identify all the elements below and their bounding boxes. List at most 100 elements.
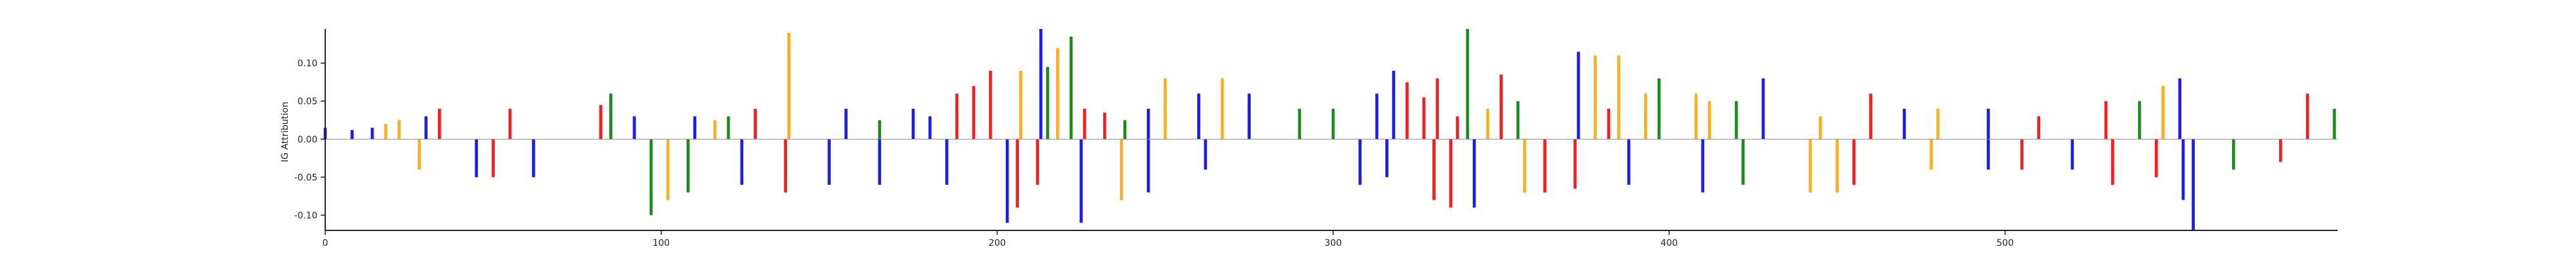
attribution-mark-A: [878, 120, 882, 140]
attribution-mark-C: [945, 139, 949, 185]
attribution-mark-A: [726, 116, 730, 140]
attribution-mark-T: [1432, 139, 1435, 200]
attribution-mark-G: [1617, 55, 1620, 140]
attribution-mark-T: [1852, 139, 1856, 185]
attribution-mark-C: [1627, 139, 1631, 185]
attribution-mark-T: [2037, 116, 2041, 140]
attribution-mark-G: [1120, 139, 1123, 200]
attribution-mark-C: [828, 139, 831, 185]
attribution-mark-G: [1694, 93, 1698, 140]
attribution-mark-T: [1455, 116, 1459, 140]
attribution-mark-G: [1593, 55, 1597, 140]
x-tick-label: 100: [652, 238, 670, 248]
attribution-mark-T: [2154, 139, 2158, 178]
attribution-mark-T: [753, 109, 757, 140]
attribution-mark-A: [1123, 120, 1127, 140]
attribution-mark-C: [2178, 78, 2182, 140]
attribution-mark-T: [784, 139, 788, 192]
attribution-mark-T: [989, 70, 992, 140]
attribution-mark-C: [1761, 78, 1765, 140]
attribution-mark-C: [1392, 70, 1396, 140]
attribution-mark-A: [1657, 78, 1661, 140]
attribution-mark-G: [1808, 139, 1812, 192]
attribution-mark-T: [1036, 139, 1039, 185]
x-tick-label: 400: [1660, 238, 1678, 248]
attribution-mark-C: [1005, 139, 1009, 223]
x-tick-label: 300: [1325, 238, 1342, 248]
x-axis-ticks: 0 100 200 300 400 500: [323, 230, 2014, 248]
attribution-mark-T: [1083, 109, 1086, 140]
y-axis-ticks: -0.10 -0.05 0.00 0.05 0.10: [294, 59, 325, 221]
attribution-mark-C: [2192, 139, 2195, 230]
attribution-mark-G: [1643, 93, 1647, 140]
attribution-mark-C: [1902, 109, 1906, 140]
attribution-mark-A: [1298, 109, 1302, 140]
y-tick-label: -0.10: [294, 210, 317, 221]
attribution-mark-C: [2070, 139, 2074, 170]
attribution-mark-T: [1449, 139, 1453, 208]
attribution-mark-C: [370, 127, 374, 140]
attribution-mark-T: [955, 93, 959, 140]
attribution-mark-G: [2161, 86, 2165, 140]
attribution-mark-A: [1046, 67, 1050, 140]
attribution-mark-A: [2137, 101, 2141, 140]
attribution-mark-G: [1220, 78, 1224, 140]
attribution-mark-C: [878, 139, 882, 185]
attribution-mark-A: [1331, 109, 1335, 140]
attribution-mark-C: [350, 130, 354, 140]
y-tick-label: -0.05: [294, 172, 317, 183]
x-tick-label: 500: [1996, 238, 2014, 248]
attribution-mark-C: [1375, 93, 1379, 140]
attribution-mark-C: [475, 139, 478, 178]
attribution-mark-T: [508, 109, 512, 140]
attribution-mark-C: [1385, 139, 1388, 178]
attribution-mark-C: [1197, 93, 1200, 140]
x-tick-label: 200: [989, 238, 1006, 248]
attribution-mark-A: [1741, 139, 1745, 185]
attribution-mark-C: [844, 109, 848, 140]
attribution-mark-C: [740, 139, 744, 185]
attribution-mark-G: [1163, 78, 1167, 140]
attribution-mark-T: [1869, 93, 1873, 140]
attribution-mark-T: [1607, 109, 1611, 140]
attribution-mark-C: [2181, 139, 2185, 200]
attribution-mark-G: [787, 32, 791, 140]
attribution-mark-G: [1523, 139, 1526, 192]
attribution-mark-G: [1936, 109, 1940, 140]
attribution-mark-A: [1516, 101, 1520, 140]
attribution-mark-C: [632, 116, 636, 140]
attribution-mark-T: [2020, 139, 2023, 170]
attribution-marks: [323, 29, 2336, 230]
attribution-mark-A: [2231, 139, 2235, 170]
attribution-mark-C: [1039, 29, 1043, 140]
attribution-mark-C: [424, 116, 428, 140]
attribution-mark-G: [1056, 48, 1059, 140]
attribution-mark-C: [1987, 139, 1990, 170]
attribution-mark-G: [1486, 109, 1490, 140]
attribution-mark-C: [1146, 139, 1150, 192]
attribution-mark-C: [911, 109, 915, 140]
attribution-mark-A: [687, 139, 690, 192]
attribution-mark-G: [1819, 116, 1822, 140]
attribution-mark-A: [609, 93, 612, 140]
attribution-mark-T: [2306, 93, 2309, 140]
attribution-mark-C: [532, 139, 535, 178]
attribution-mark-C: [1146, 109, 1150, 140]
attribution-mark-G: [1019, 70, 1023, 140]
attribution-mark-A: [2333, 109, 2336, 140]
attribution-mark-C: [1987, 109, 1990, 140]
attribution-mark-T: [2111, 139, 2114, 185]
attribution-mark-G: [384, 124, 388, 140]
attribution-mark-G: [666, 139, 670, 200]
attribution-mark-T: [1499, 74, 1503, 140]
attribution-mark-T: [2278, 139, 2282, 162]
attribution-mark-C: [1577, 51, 1580, 140]
attribution-mark-G: [1835, 139, 1839, 192]
attribution-mark-A: [1734, 101, 1738, 140]
attribution-mark-C: [1204, 139, 1208, 170]
attribution-mark-T: [972, 86, 976, 140]
attribution-mark-T: [1016, 139, 1019, 208]
y-tick-label: 0.00: [298, 135, 317, 145]
attribution-mark-T: [1573, 139, 1577, 189]
